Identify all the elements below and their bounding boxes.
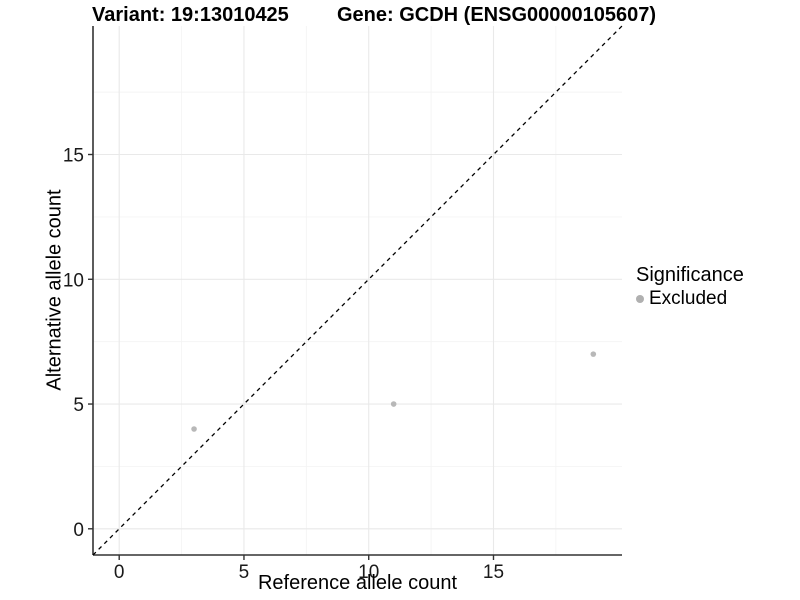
gene-title: Gene: GCDH (ENSG00000105607)	[337, 4, 657, 26]
variant-title: Variant: 19:13010425	[92, 4, 289, 26]
x-tick-label: 15	[483, 562, 504, 583]
legend-item-label: Excluded	[649, 288, 728, 309]
legend-item-excluded: Excluded	[636, 288, 800, 310]
data-point	[390, 401, 397, 407]
legend-title: Significance	[636, 264, 744, 286]
y-axis-title: Alternative allele count	[43, 189, 66, 391]
y-tick-label: 10	[63, 270, 84, 291]
identity-reference-line	[92, 25, 623, 556]
y-tick-label: 15	[63, 146, 84, 167]
data-point	[191, 426, 197, 432]
y-tick-label: 0	[73, 520, 84, 541]
x-axis-title: Reference allele count	[257, 572, 457, 594]
y-tick-label: 5	[73, 395, 84, 416]
legend: Significance Excluded	[636, 263, 800, 310]
x-tick-label: 0	[114, 562, 125, 583]
legend-point-icon	[636, 295, 644, 303]
x-tick-label: 10	[358, 562, 379, 583]
x-tick-label: 5	[239, 562, 250, 583]
data-point	[590, 351, 597, 357]
